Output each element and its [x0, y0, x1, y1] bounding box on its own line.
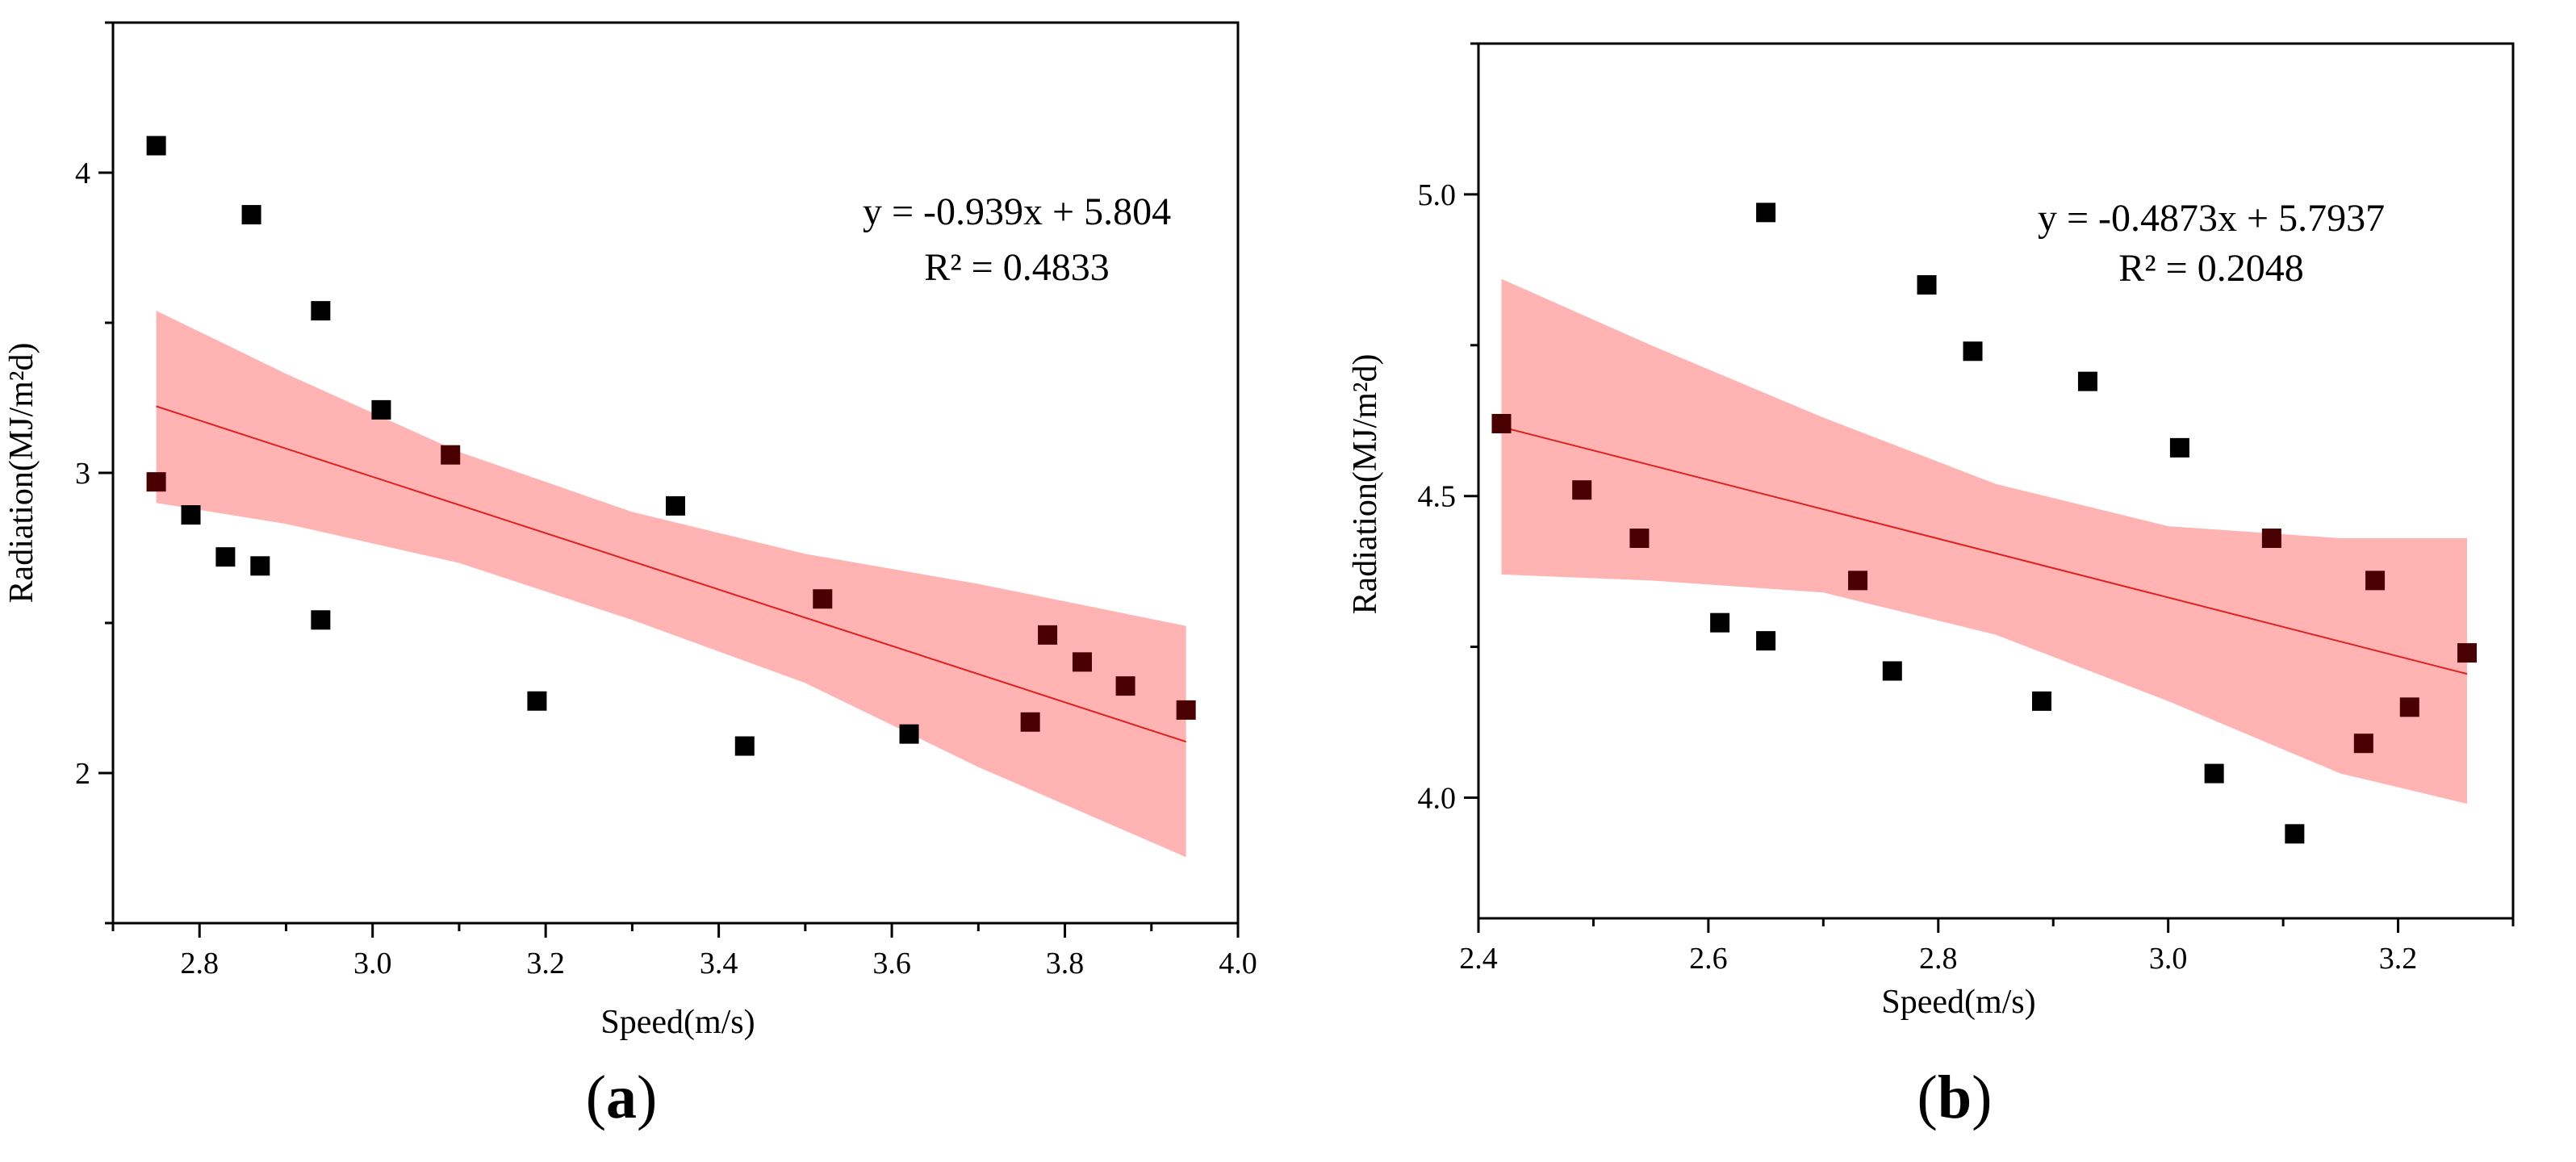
data-point: [1176, 700, 1196, 720]
data-point: [1115, 676, 1135, 696]
data-point: [311, 301, 331, 321]
data-point: [1917, 275, 1937, 295]
data-point: [734, 736, 755, 756]
data-point: [241, 205, 261, 225]
regression-equation: y = -0.939x + 5.804: [863, 190, 1171, 233]
regression-line: [156, 405, 1186, 743]
r-squared: R² = 0.4833: [924, 246, 1109, 289]
data-point: [1020, 712, 1040, 732]
data-point: [2204, 763, 2224, 784]
x-tick-label: 2.6: [1689, 942, 1728, 976]
data-points-layer: [1491, 203, 2478, 844]
confidence-band-layer: [1501, 278, 2467, 805]
r-squared: R² = 0.2048: [2118, 247, 2303, 290]
data-point: [1491, 413, 1512, 433]
data-point: [1848, 571, 1868, 591]
data-point: [2077, 371, 2097, 391]
x-tick-label: 3.0: [353, 947, 392, 980]
data-point: [666, 495, 685, 516]
data-point: [215, 547, 236, 567]
x-tick-label: 4.0: [1219, 947, 1257, 980]
x-tick-label: 3.8: [1046, 947, 1085, 980]
data-point: [1629, 529, 1650, 549]
y-tick-label: 4.0: [1418, 781, 1457, 815]
data-point: [441, 445, 461, 465]
data-point: [2365, 571, 2386, 591]
fit-line-layer: [1501, 426, 2468, 675]
y-tick-label: 4: [75, 157, 90, 190]
x-tick-label: 2.8: [180, 947, 219, 980]
y-tick-label: 2: [75, 757, 90, 791]
data-point: [2353, 734, 2373, 754]
x-axis-ticks: 2.8 3.0 3.2 3.4 3.6 3.8 4.0: [111, 923, 1257, 980]
y-tick-label: 3: [75, 457, 90, 491]
confidence-band: [1501, 278, 2467, 805]
x-tick-label: 2.8: [1919, 942, 1958, 976]
regression-line: [1501, 426, 2468, 675]
panel-letter: b: [1938, 1064, 1972, 1131]
data-point: [813, 589, 833, 609]
y-tick-label: 5.0: [1418, 178, 1457, 212]
data-point: [1963, 341, 1983, 362]
x-tick-label: 3.0: [2149, 942, 2188, 976]
y-axis-ticks: 4.0 4.5 5.0: [1418, 42, 1478, 815]
confidence-band: [156, 311, 1186, 858]
x-tick-label: 3.2: [2379, 942, 2418, 976]
panel-letter: a: [606, 1064, 637, 1131]
data-point: [1756, 203, 1776, 223]
x-tick-label: 3.4: [700, 947, 738, 980]
data-point: [1756, 631, 1776, 651]
chart-panel-b: 2.4 2.6 2.8 3.0 3.2 4.0 4.5 5.0 y = -0.4873x +…: [1347, 42, 2515, 1131]
chart-panel-a: 2.8 3.0 3.2 3.4 3.6 3.8 4.0 2 3 4 y = -0.939x + …: [3, 21, 1257, 1131]
data-point: [371, 399, 391, 420]
data-point: [146, 472, 166, 492]
x-axis-title: Speed(m/s): [1881, 984, 2035, 1021]
data-points-layer: [146, 136, 1196, 756]
data-point: [1710, 612, 1730, 633]
data-point: [1882, 661, 1902, 681]
data-point: [1072, 652, 1092, 672]
y-axis-ticks: 2 3 4: [75, 21, 113, 925]
data-point: [311, 610, 331, 630]
y-axis-title: Radiation(MJ/m²d): [3, 343, 40, 604]
data-point: [2261, 529, 2281, 549]
data-point: [2457, 643, 2478, 663]
fit-line-layer: [156, 405, 1186, 743]
panel-label-b: (b): [1917, 1064, 1993, 1131]
panel-label-a: (a): [586, 1064, 658, 1131]
regression-equation: y = -0.4873x + 5.7937: [2038, 197, 2385, 240]
data-point: [181, 505, 201, 525]
y-axis-title: Radiation(MJ/m²d): [1347, 354, 1384, 615]
plot-frame: [1477, 42, 2515, 920]
data-point: [1038, 625, 1058, 645]
data-point: [2031, 691, 2051, 711]
data-point: [2169, 437, 2189, 458]
data-point: [2399, 697, 2419, 717]
confidence-band-layer: [156, 311, 1186, 858]
data-point: [2285, 824, 2305, 844]
data-point: [1572, 480, 1592, 500]
data-point: [899, 724, 919, 744]
x-tick-label: 3.2: [526, 947, 565, 980]
x-tick-label: 2.4: [1459, 942, 1498, 976]
x-axis-ticks: 2.4 2.6 2.8 3.0 3.2: [1459, 918, 2515, 976]
x-axis-title: Speed(m/s): [600, 1004, 755, 1041]
data-point: [250, 556, 270, 576]
data-point: [527, 691, 547, 711]
y-tick-label: 4.5: [1418, 480, 1457, 514]
data-point: [146, 136, 166, 156]
x-tick-label: 3.6: [872, 947, 911, 980]
